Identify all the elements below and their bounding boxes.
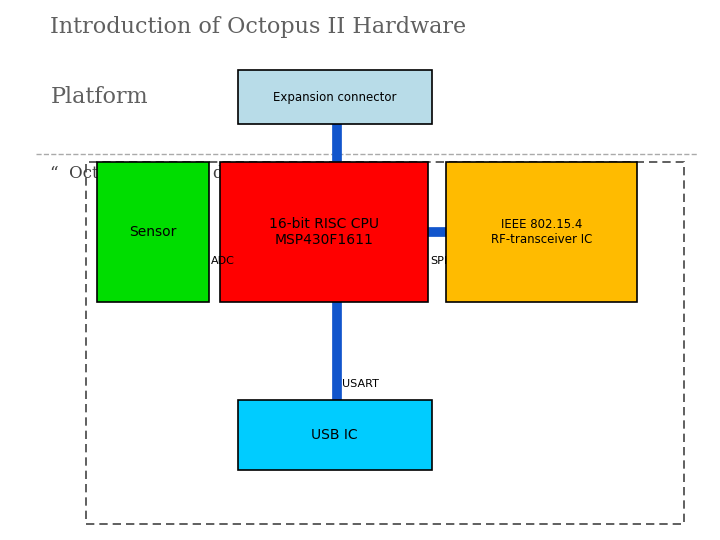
Text: USB IC: USB IC <box>312 428 358 442</box>
Text: ADC: ADC <box>211 255 235 266</box>
Text: “  Octopus II block diagram: “ Octopus II block diagram <box>50 165 283 181</box>
Bar <box>238 400 432 470</box>
Text: IEEE 802.15.4
RF-transceiver IC: IEEE 802.15.4 RF-transceiver IC <box>491 218 593 246</box>
Text: USART: USART <box>342 379 379 389</box>
Bar <box>446 162 637 302</box>
Text: 16-bit RISC CPU
MSP430F1611: 16-bit RISC CPU MSP430F1611 <box>269 217 379 247</box>
Text: Introduction of Octopus II Hardware: Introduction of Octopus II Hardware <box>50 16 467 38</box>
Bar <box>238 70 432 124</box>
Text: SPI: SPI <box>431 255 448 266</box>
Text: Expansion connector: Expansion connector <box>273 91 397 104</box>
Bar <box>220 162 428 302</box>
Bar <box>86 162 684 524</box>
Text: Platform: Platform <box>50 86 148 109</box>
Bar <box>97 162 209 302</box>
Text: Sensor: Sensor <box>130 225 176 239</box>
